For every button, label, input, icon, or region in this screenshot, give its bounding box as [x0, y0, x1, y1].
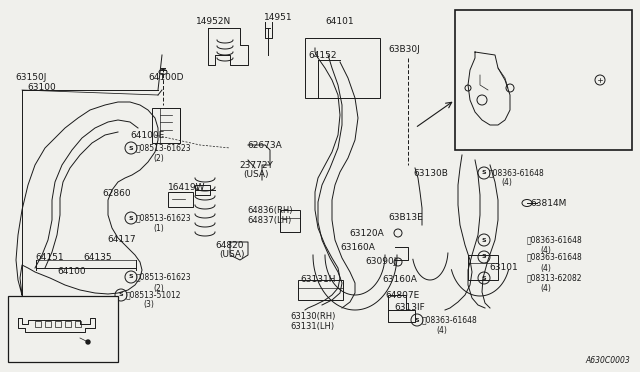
Text: (2): (2): [153, 283, 164, 292]
Text: Ⓢ08513-61623: Ⓢ08513-61623: [136, 144, 191, 153]
Text: A630C0003: A630C0003: [585, 356, 630, 365]
Text: 64837(LH): 64837(LH): [247, 215, 291, 224]
Text: 63B13E: 63B13E: [388, 214, 423, 222]
Text: 23772Y: 23772Y: [239, 160, 273, 170]
Text: 64152: 64152: [308, 51, 337, 60]
Text: S: S: [482, 170, 486, 176]
Circle shape: [86, 340, 90, 344]
Text: (4): (4): [540, 263, 551, 273]
Bar: [168, 192, 193, 207]
Text: (RH): (RH): [574, 96, 593, 105]
Text: 63151J: 63151J: [12, 340, 44, 350]
Text: S: S: [129, 145, 133, 151]
Text: 62860: 62860: [102, 189, 131, 198]
Text: (USA): (USA): [219, 250, 244, 260]
Text: 63131(LH): 63131(LH): [290, 323, 334, 331]
Text: 64807E: 64807E: [385, 291, 419, 299]
Text: 63090J: 63090J: [365, 257, 396, 266]
Text: 64100D: 64100D: [148, 73, 184, 81]
Text: 64100: 64100: [57, 267, 86, 276]
Bar: [75, 321, 81, 327]
Bar: [195, 185, 210, 195]
Text: 63131H: 63131H: [300, 276, 335, 285]
Text: 76893M: 76893M: [548, 100, 584, 109]
Text: 63B30J: 63B30J: [388, 45, 420, 55]
Text: (3): (3): [143, 301, 154, 310]
Bar: [298, 280, 343, 300]
Text: 63160A: 63160A: [382, 276, 417, 285]
Text: (4): (4): [540, 246, 551, 254]
Text: 63120A: 63120A: [349, 228, 384, 237]
Text: (1): (1): [153, 224, 164, 232]
Text: S: S: [129, 275, 133, 279]
Text: 64836(RH): 64836(RH): [247, 205, 292, 215]
Text: 16419W: 16419W: [168, 183, 205, 192]
Bar: [35, 321, 41, 327]
Bar: [280, 210, 300, 232]
Bar: [455, 10, 632, 150]
Bar: [388, 295, 406, 310]
Text: (4): (4): [436, 327, 447, 336]
Text: 64820: 64820: [215, 241, 243, 250]
Bar: [468, 255, 498, 280]
Bar: [55, 321, 61, 327]
Text: 62673A: 62673A: [247, 141, 282, 150]
Text: 14951: 14951: [264, 13, 292, 22]
Bar: [305, 38, 380, 98]
Text: 63130(RH): 63130(RH): [290, 311, 335, 321]
Text: 63100: 63100: [27, 83, 56, 93]
Text: 14952N: 14952N: [196, 17, 231, 26]
Text: Ⓢ08313-62082: Ⓢ08313-62082: [527, 273, 582, 282]
Text: S: S: [482, 276, 486, 280]
Text: 64100E: 64100E: [130, 131, 164, 140]
Text: Ⓢ08513-51012: Ⓢ08513-51012: [126, 291, 182, 299]
Text: 64151: 64151: [35, 253, 63, 263]
Text: Ⓢ08513-61623: Ⓢ08513-61623: [136, 214, 191, 222]
Text: 63130B: 63130B: [413, 169, 448, 177]
Text: (2): (2): [153, 154, 164, 163]
Text: Ⓢ08363-61648: Ⓢ08363-61648: [489, 169, 545, 177]
Text: 63160A: 63160A: [340, 243, 375, 251]
Text: 64135: 64135: [83, 253, 111, 263]
Text: S: S: [415, 317, 419, 323]
Text: 6313IF: 6313IF: [394, 304, 425, 312]
Text: Ⓢ08363-61648: Ⓢ08363-61648: [527, 253, 583, 262]
Text: (USA): (USA): [243, 170, 269, 180]
Text: 64117: 64117: [107, 235, 136, 244]
Text: S: S: [129, 215, 133, 221]
Bar: [8, 296, 118, 362]
Bar: [65, 321, 71, 327]
Text: S: S: [482, 254, 486, 260]
Text: Ⓢ08363-61648: Ⓢ08363-61648: [422, 315, 477, 324]
Text: 64101: 64101: [325, 17, 354, 26]
Bar: [45, 321, 51, 327]
Text: 76861R(LH): 76861R(LH): [472, 32, 525, 42]
Text: 63814M: 63814M: [530, 199, 566, 208]
Text: (CAN): (CAN): [8, 301, 34, 311]
Text: 63101: 63101: [489, 263, 518, 273]
Text: S: S: [118, 292, 124, 298]
Text: S: S: [482, 237, 486, 243]
Text: (4): (4): [501, 179, 512, 187]
Text: (LH): (LH): [574, 105, 591, 113]
Text: 63150J: 63150J: [15, 74, 46, 83]
Text: (4): (4): [540, 283, 551, 292]
Text: Ⓢ08363-61648: Ⓢ08363-61648: [527, 235, 583, 244]
Text: Ⓢ08513-61623: Ⓢ08513-61623: [136, 273, 191, 282]
Text: 76861Q(RH): 76861Q(RH): [472, 22, 528, 31]
Bar: [152, 108, 180, 143]
